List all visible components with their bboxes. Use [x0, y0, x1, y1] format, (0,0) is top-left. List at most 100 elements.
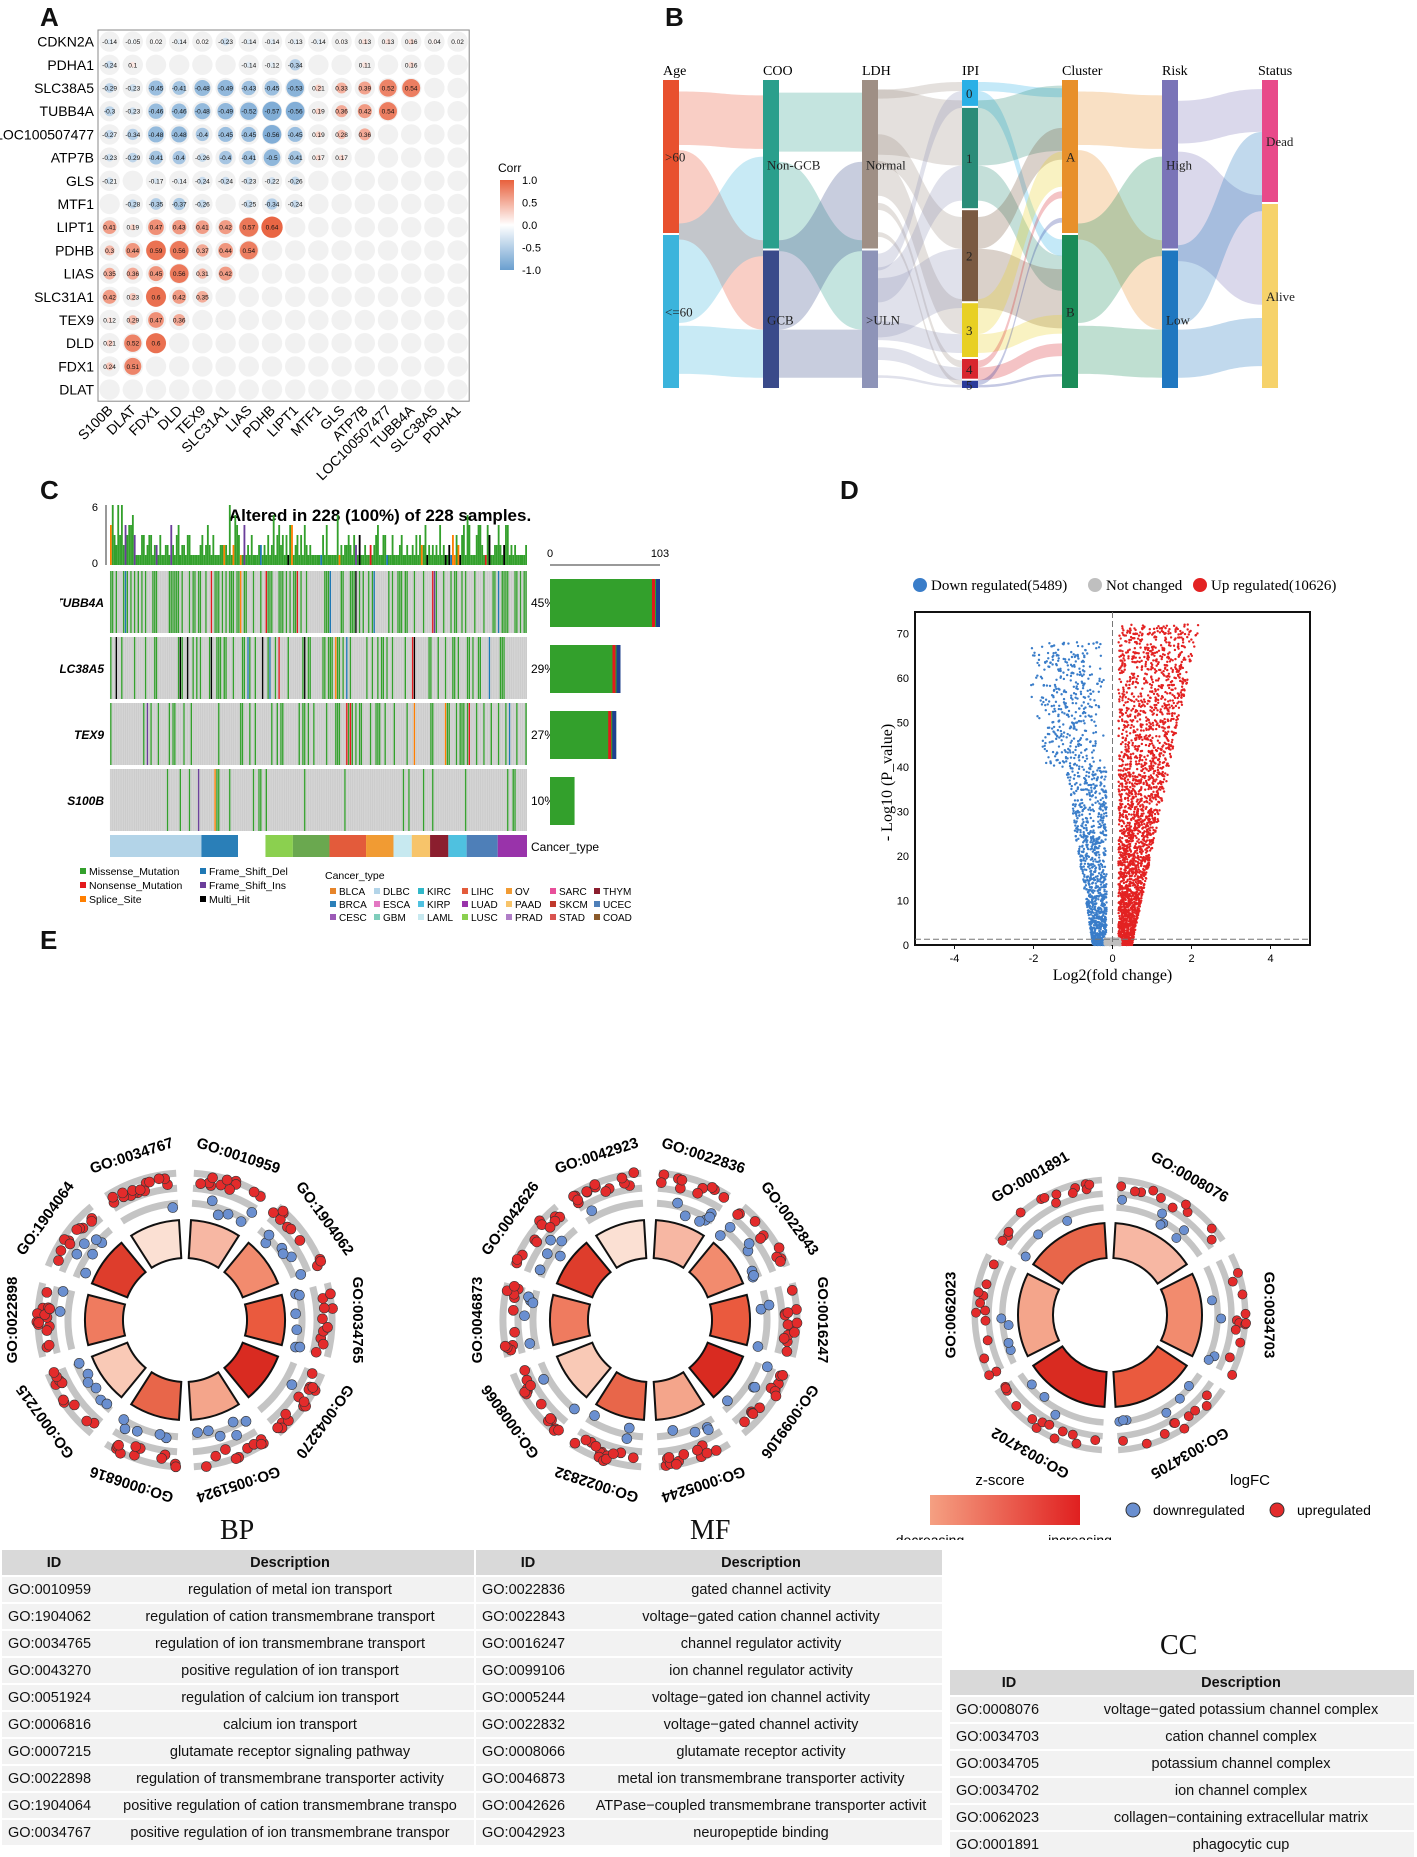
volcano-up-point [1134, 875, 1136, 877]
volcano-down-point [1095, 785, 1097, 787]
corr-bg-cell [262, 240, 282, 260]
volcano-down-point [1097, 879, 1099, 881]
oncoplot-cell [181, 571, 183, 633]
oncoplot-cell [289, 571, 291, 633]
corr-value-label: 0.36 [358, 132, 371, 139]
cancer-legend-label: STAD [559, 913, 585, 924]
volcano-down-point [1100, 655, 1102, 657]
volcano-down-point [1055, 688, 1057, 690]
volcano-down-point [1068, 658, 1070, 660]
top-bar [198, 555, 200, 565]
volcano-down-point [1105, 913, 1107, 915]
oncoplot-cell [468, 637, 470, 699]
oncoplot-cell [253, 769, 255, 831]
volcano-down-point [1060, 739, 1062, 741]
volcano-down-point [1081, 823, 1083, 825]
volcano-up-point [1153, 712, 1155, 714]
top-bar [498, 525, 500, 565]
corr-value-label: -0.23 [125, 86, 140, 93]
volcano-down-point [1104, 775, 1106, 777]
oncoplot-cell [404, 571, 406, 633]
corr-bg-cell [378, 240, 398, 260]
top-bar [523, 555, 525, 565]
volcano-down-point [1083, 777, 1085, 779]
volcano-up-point [1153, 772, 1155, 774]
volcano-up-point [1174, 658, 1176, 660]
corr-value-label: -0.35 [149, 202, 164, 209]
volcano-down-point [1089, 896, 1091, 898]
volcano-down-point [1044, 736, 1046, 738]
oncoplot-cell [412, 637, 414, 699]
top-bar [201, 535, 203, 565]
volcano-down-point [1079, 803, 1081, 805]
oncoplot-cell [229, 769, 231, 831]
volcano-down-point [1094, 929, 1096, 931]
volcano-down-point [1080, 788, 1082, 790]
volcano-up-point [1129, 732, 1131, 734]
top-bar [423, 545, 425, 565]
oncoplot-cell [150, 703, 152, 765]
corr-value-label: 0.16 [405, 62, 418, 69]
volcano-down-point [1094, 745, 1096, 747]
volcano-down-point [1055, 701, 1057, 703]
corr-value-label: -0.14 [241, 39, 256, 46]
volcano-up-point [1162, 625, 1164, 627]
volcano-down-point [1089, 798, 1091, 800]
volcano-down-point [1073, 774, 1075, 776]
oncoplot-cell [463, 703, 465, 765]
volcano-down-point [1090, 786, 1092, 788]
volcano-down-point [1091, 908, 1093, 910]
top-bar [245, 555, 247, 565]
oncoplot-cell [260, 769, 262, 831]
corr-value-label: 0.11 [359, 62, 372, 69]
volcano-down-point [1082, 859, 1084, 861]
volcano-down-point [1051, 727, 1053, 729]
volcano-up-point [1140, 778, 1142, 780]
volcano-down-point [1052, 655, 1054, 657]
volcano-down-point [1055, 679, 1057, 681]
oncoplot-cell [445, 703, 447, 765]
volcano-down-point [1085, 858, 1087, 860]
volcano-down-point [1097, 847, 1099, 849]
top-bar [468, 525, 470, 565]
volcano-down-point [1100, 685, 1102, 687]
volcano-down-point [1048, 642, 1050, 644]
volcano-up-point [1118, 819, 1120, 821]
oncoplot-cell [196, 637, 198, 699]
top-bar [154, 545, 156, 565]
top-bar [192, 555, 194, 565]
corr-bg-cell [239, 263, 259, 283]
volcano-down-point [1079, 674, 1081, 676]
volcano-up-point [1118, 806, 1120, 808]
corr-bg-cell [447, 356, 467, 376]
corr-bg-cell [424, 356, 444, 376]
oncoplot-cell [275, 637, 277, 699]
corr-bg-cell [192, 356, 212, 376]
volcano-down-point [1090, 876, 1092, 878]
sankey-node-label: 1 [966, 151, 973, 166]
oncoplot-cell [254, 703, 256, 765]
volcano-down-point [1079, 831, 1081, 833]
top-bar [209, 545, 211, 565]
top-bar [372, 555, 374, 565]
volcano-down-point [1090, 920, 1092, 922]
corr-value-label: 0.28 [335, 132, 348, 139]
volcano-up-point [1124, 743, 1126, 745]
volcano-up-point [1142, 651, 1144, 653]
corr-bg-cell [447, 240, 467, 260]
volcano-down-point [1076, 820, 1078, 822]
corr-value-label: 0.41 [196, 225, 209, 232]
corr-legend-tick: -0.5 [522, 243, 541, 255]
top-bar [152, 555, 154, 565]
corr-bg-cell [192, 55, 212, 75]
corr-value-label: -0.24 [218, 178, 233, 185]
volcano-down-point [1045, 762, 1047, 764]
volcano-down-point [1036, 674, 1038, 676]
volcano-down-point [1095, 876, 1097, 878]
volcano-up-point [1174, 649, 1176, 651]
volcano-up-point [1130, 760, 1132, 762]
volcano-down-point [1075, 729, 1077, 731]
top-bar [350, 545, 352, 565]
volcano-down-point [1083, 857, 1085, 859]
volcano-down-point [1080, 863, 1082, 865]
